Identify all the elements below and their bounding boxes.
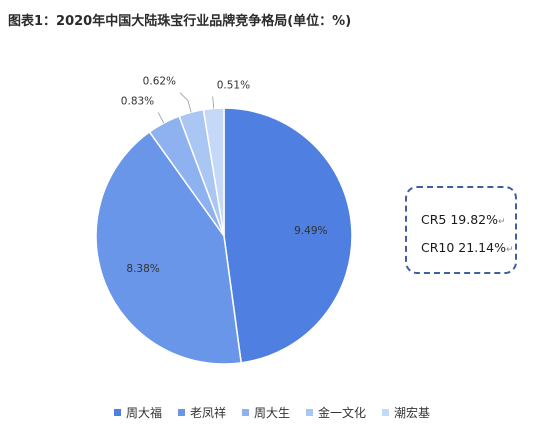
legend-swatch-1 (177, 409, 185, 416)
data-label-4: 0.51% (217, 79, 250, 91)
legend-item-3: 金一文化 (306, 404, 366, 421)
concentration-ratio-box: CR5 19.82%↵ CR10 21.14%↵ (405, 186, 517, 274)
data-labels: 9.49% 8.38% 0.83% 0.62% 0.51% (121, 76, 328, 275)
legend-item-0: 周大福 (113, 404, 162, 421)
leader-line-4 (212, 96, 215, 109)
legend-item-2: 周大生 (241, 404, 290, 421)
legend: 周大福 老凤祥 周大生 金一文化 潮宏基 (0, 404, 544, 421)
legend-label-4: 潮宏基 (394, 406, 431, 420)
legend-label-0: 周大福 (125, 406, 162, 420)
pie-slice-0 (223, 107, 353, 364)
pie-slice-1 (95, 130, 243, 365)
return-mark-icon: ↵ (498, 217, 506, 227)
legend-swatch-2 (241, 409, 249, 416)
legend-item-1: 老凤祥 (177, 404, 226, 421)
legend-label-3: 金一文化 (318, 406, 367, 420)
data-label-0: 9.49% (294, 225, 327, 237)
legend-swatch-3 (306, 409, 313, 416)
leader-line-3 (179, 92, 192, 113)
leader-lines (157, 92, 215, 124)
data-label-3: 0.62% (143, 76, 176, 88)
pie-slices (95, 107, 353, 365)
data-label-1: 8.38% (126, 263, 159, 275)
cr5-text: CR5 19.82% (421, 212, 499, 227)
cr10-line: CR10 21.14%↵ (421, 240, 514, 255)
cr5-line: CR5 19.82%↵ (421, 212, 506, 227)
chart-title: 图表1：2020年中国大陆珠宝行业品牌竞争格局(单位：%) (8, 14, 352, 29)
legend-label-1: 老凤祥 (189, 406, 226, 420)
leader-line-2 (157, 112, 165, 124)
return-mark-icon: ↵ (505, 245, 514, 255)
pie-slice-4 (202, 107, 225, 237)
legend-item-4: 潮宏基 (382, 404, 430, 421)
cr10-text: CR10 21.14% (421, 240, 506, 255)
legend-label-2: 周大生 (253, 406, 290, 420)
data-label-2: 0.83% (121, 95, 154, 107)
legend-swatch-4 (382, 409, 390, 416)
legend-swatch-0 (113, 409, 121, 416)
